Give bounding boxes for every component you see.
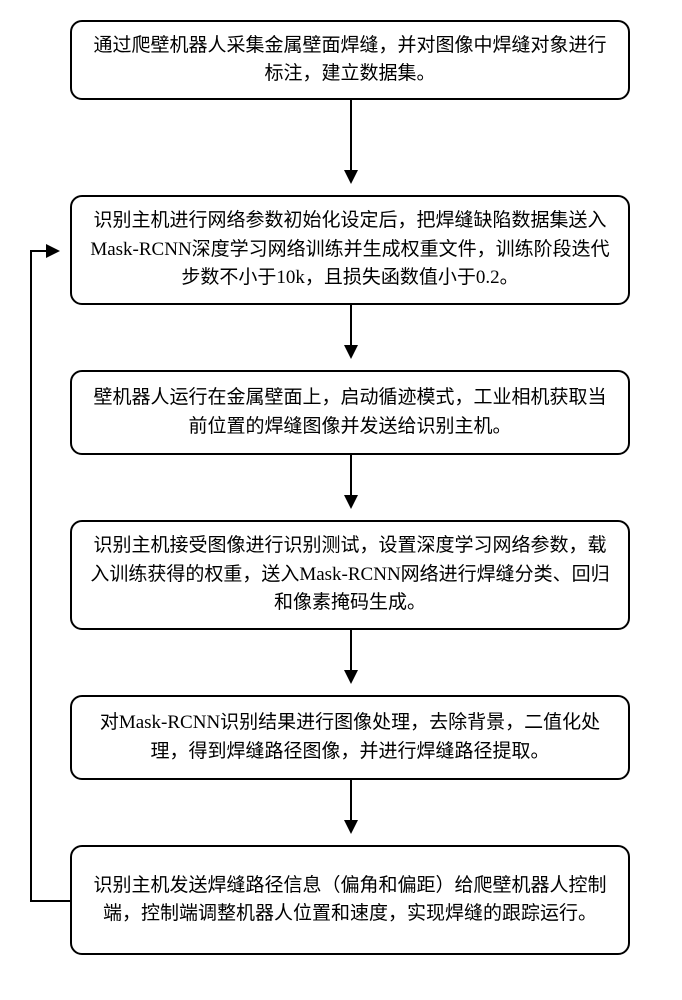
feedback-horizontal-top (30, 250, 58, 252)
node-recognize: 识别主机接受图像进行识别测试，设置深度学习网络参数，载入训练获得的权重，送入Ma… (70, 520, 630, 630)
arrow-3-4 (350, 455, 352, 507)
arrow-5-6 (350, 780, 352, 832)
node-capture-image: 壁机器人运行在金属壁面上，启动循迹模式，工业相机获取当前位置的焊缝图像并发送给识… (70, 370, 630, 455)
node-text: 通过爬壁机器人采集金属壁面焊缝，并对图像中焊缝对象进行标注，建立数据集。 (87, 32, 613, 89)
node-collect-data: 通过爬壁机器人采集金属壁面焊缝，并对图像中焊缝对象进行标注，建立数据集。 (70, 20, 630, 100)
flowchart-container: 通过爬壁机器人采集金属壁面焊缝，并对图像中焊缝对象进行标注，建立数据集。 识别主… (0, 0, 682, 1000)
node-text: 识别主机接受图像进行识别测试，设置深度学习网络参数，载入训练获得的权重，送入Ma… (87, 532, 613, 618)
arrow-2-3 (350, 305, 352, 357)
node-send-path: 识别主机发送焊缝路径信息（偏角和偏距）给爬壁机器人控制端，控制端调整机器人位置和… (70, 845, 630, 955)
node-train-network: 识别主机进行网络参数初始化设定后，把焊缝缺陷数据集送入Mask-RCNN深度学习… (70, 195, 630, 305)
feedback-horizontal-bottom (30, 900, 70, 902)
node-process-image: 对Mask-RCNN识别结果进行图像处理，去除背景，二值化处理，得到焊缝路径图像… (70, 695, 630, 780)
node-text: 壁机器人运行在金属壁面上，启动循迹模式，工业相机获取当前位置的焊缝图像并发送给识… (87, 384, 613, 441)
arrow-4-5 (350, 630, 352, 682)
node-text: 识别主机发送焊缝路径信息（偏角和偏距）给爬壁机器人控制端，控制端调整机器人位置和… (87, 872, 613, 929)
node-text: 对Mask-RCNN识别结果进行图像处理，去除背景，二值化处理，得到焊缝路径图像… (87, 709, 613, 766)
arrow-1-2 (350, 100, 352, 182)
feedback-vertical (30, 250, 32, 902)
node-text: 识别主机进行网络参数初始化设定后，把焊缝缺陷数据集送入Mask-RCNN深度学习… (87, 207, 613, 293)
